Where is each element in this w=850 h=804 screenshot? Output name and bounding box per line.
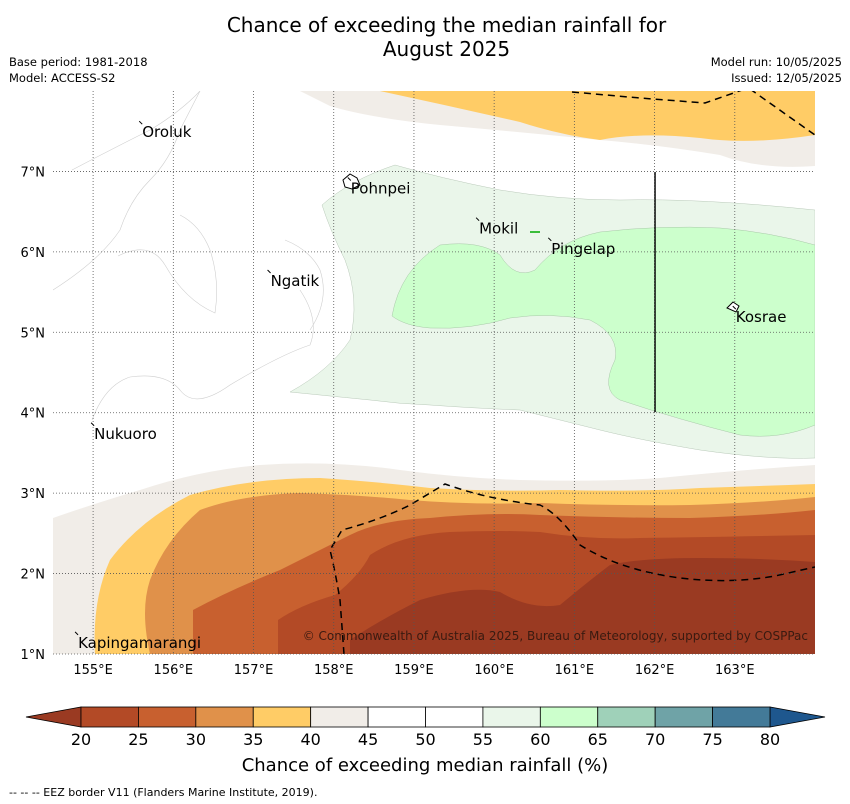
- model-run: Model run: 10/05/2025: [710, 55, 842, 69]
- lon-tick-label: 160°E: [474, 663, 514, 678]
- colorbar-tick-label: 20: [71, 730, 91, 749]
- lon-tick-label: 159°E: [394, 663, 434, 678]
- gridlines: [53, 91, 815, 655]
- colorbar: 20 25 30 35 40 45 50 55 60 65 70 75 80: [25, 706, 826, 749]
- colorbar-segment: [80, 706, 139, 728]
- model-name: Model: ACCESS-S2: [9, 71, 116, 85]
- colorbar-over-arrow: [769, 706, 826, 728]
- colorbar-segment: [712, 706, 771, 728]
- colorbar-segment: [367, 706, 426, 728]
- colorbar-tick-label: 40: [300, 730, 320, 749]
- colorbar-segment: [195, 706, 254, 728]
- colorbar-segment: [539, 706, 599, 728]
- meta-left: Base period: 1981-2018 Model: ACCESS-S2: [9, 54, 148, 86]
- lat-tick-label: 5°N: [21, 326, 46, 341]
- lat-tick-label: 1°N: [21, 648, 46, 663]
- colorbar-tick-label: 75: [702, 730, 722, 749]
- colorbar-segment: [654, 706, 713, 728]
- lat-tick-label: 3°N: [21, 487, 46, 502]
- place-label: Mokil: [479, 220, 518, 238]
- place-label: Oroluk: [142, 123, 191, 141]
- colorbar-segment: [138, 706, 197, 728]
- colorbar-tick-label: 30: [186, 730, 206, 749]
- place-marker: [74, 631, 79, 636]
- place-marker: [732, 305, 737, 310]
- eez-border: [329, 91, 815, 654]
- lat-tick-label: 2°N: [21, 568, 46, 583]
- copyright-text: © Commonwealth of Australia 2025, Bureau…: [303, 629, 808, 643]
- place-marker: [267, 269, 271, 274]
- lon-tick-label: 155°E: [73, 663, 113, 678]
- lon-tick-label: 157°E: [234, 663, 274, 678]
- lon-tick-label: 156°E: [154, 663, 194, 678]
- title-line-1: Chance of exceeding the median rainfall …: [226, 13, 667, 37]
- footer-note: -- -- -- EEZ border V11 (Flanders Marine…: [9, 786, 318, 799]
- issued-date: Issued: 12/05/2025: [731, 71, 842, 85]
- pohnpei-island: [342, 173, 361, 190]
- colorbar-tick-label: 45: [358, 730, 378, 749]
- place-label: Nukuoro: [94, 425, 157, 443]
- title-line-2: August 2025: [382, 37, 511, 61]
- lon-tick-label: 162°E: [635, 663, 675, 678]
- place-marker: [138, 120, 143, 125]
- colorbar-segment: [310, 706, 369, 728]
- latitude-labels: 1°N 2°N 3°N 4°N 5°N 6°N 7°N: [21, 165, 46, 663]
- colorbar-tick-label: 35: [243, 730, 263, 749]
- place-label: Kapingamarangi: [78, 634, 201, 652]
- lon-tick-label: 163°E: [715, 663, 755, 678]
- colorbar-label: Chance of exceeding median rainfall (%): [241, 755, 609, 776]
- place-label: Pingelap: [551, 240, 615, 258]
- colorbar-tick-label: 60: [530, 730, 550, 749]
- colorbar-segment: [252, 706, 312, 728]
- colorbar-tick-label: 80: [760, 730, 780, 749]
- colorbar-segment: [425, 706, 484, 728]
- colorbar-tick-label: 55: [473, 730, 493, 749]
- longitude-labels: 155°E 156°E 157°E 158°E 159°E 160°E 161°E 162°E…: [73, 663, 754, 678]
- place-label: Pohnpei: [351, 179, 411, 197]
- place-marker: [347, 177, 352, 181]
- colorbar-tick-label: 70: [645, 730, 665, 749]
- colorbar-tick-label: 65: [588, 730, 608, 749]
- lon-tick-label: 158°E: [314, 663, 354, 678]
- map-title: Chance of exceeding the median rainfall …: [0, 13, 850, 61]
- lat-tick-label: 4°N: [21, 407, 46, 422]
- place-label: Kosrae: [736, 308, 787, 326]
- colorbar-tick-label: 50: [415, 730, 435, 749]
- lat-tick-label: 7°N: [21, 165, 46, 180]
- colorbar-tick-label: 25: [128, 730, 148, 749]
- lon-tick-label: 161°E: [555, 663, 595, 678]
- colorbar-segment: [482, 706, 541, 728]
- colorbar-segment: [597, 706, 656, 728]
- place-marker: [475, 217, 480, 222]
- colorbar-under-arrow: [25, 706, 82, 728]
- lat-tick-label: 6°N: [21, 246, 46, 261]
- place-label: Ngatik: [271, 272, 320, 290]
- base-period: Base period: 1981-2018: [9, 55, 148, 69]
- place-marker: [90, 422, 95, 427]
- meta-right: Model run: 10/05/2025 Issued: 12/05/2025: [711, 54, 842, 86]
- place-marker: [547, 237, 552, 242]
- place-labels: Oroluk Pohnpei Mokil Pingelap Ngatik Kosrae Nu…: [74, 120, 787, 652]
